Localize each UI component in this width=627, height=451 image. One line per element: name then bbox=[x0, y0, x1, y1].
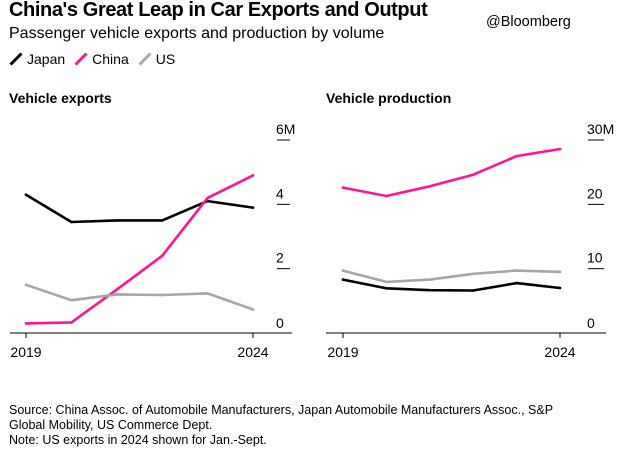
exports-point-china-2020 bbox=[70, 321, 73, 324]
exports-point-us-2024 bbox=[251, 308, 255, 311]
production-line-japan bbox=[341, 278, 562, 292]
production-xtick-label-0: 2019 bbox=[327, 344, 358, 360]
source-line-1: Source: China Assoc. of Automobile Manuf… bbox=[9, 403, 554, 417]
production-point-china-2023 bbox=[515, 154, 518, 158]
production-point-us-2021 bbox=[428, 278, 432, 281]
exports-point-japan-2021 bbox=[115, 219, 119, 222]
production-point-us-2020 bbox=[385, 280, 388, 284]
exports-point-china-2022 bbox=[160, 254, 164, 258]
exports-ytick-label-2: 4 bbox=[276, 185, 284, 201]
legend-item-japan: Japan bbox=[9, 51, 65, 67]
legend-label-us: US bbox=[155, 51, 176, 67]
exports-point-china-2019 bbox=[24, 322, 28, 325]
exports-point-us-2023 bbox=[206, 292, 209, 295]
production-point-japan-2023 bbox=[515, 281, 518, 285]
exports-line-us bbox=[24, 283, 255, 311]
legend-swatch-china bbox=[74, 52, 88, 66]
production-point-us-2019 bbox=[341, 269, 345, 272]
legend-swatch-japan bbox=[9, 52, 23, 66]
exports-point-japan-2024 bbox=[251, 206, 255, 209]
production-line-us bbox=[341, 269, 562, 284]
production-ytick-label-1: 10 bbox=[587, 250, 603, 266]
production-point-china-2022 bbox=[471, 173, 475, 176]
exports-point-japan-2020 bbox=[70, 220, 73, 224]
exports-ytick-label-1: 2 bbox=[276, 250, 284, 266]
production-point-japan-2021 bbox=[428, 288, 432, 292]
exports-point-japan-2022 bbox=[160, 219, 164, 222]
exports-point-us-2022 bbox=[160, 293, 164, 297]
exports-point-japan-2019 bbox=[24, 193, 28, 196]
footer: Source: China Assoc. of Automobile Manuf… bbox=[9, 403, 621, 448]
exports-point-china-2024 bbox=[251, 174, 255, 177]
production-point-china-2021 bbox=[428, 185, 432, 188]
exports-line-china bbox=[24, 174, 255, 325]
production-line-china bbox=[341, 147, 562, 198]
exports-point-us-2021 bbox=[115, 293, 119, 296]
legend: Japan China US bbox=[9, 50, 184, 68]
legend-label-china: China bbox=[92, 51, 129, 67]
exports-point-china-2021 bbox=[115, 288, 119, 291]
note-line: Note: US exports in 2024 shown for Jan.-… bbox=[9, 433, 267, 447]
source-line-2: Global Mobility, US Commerce Dept. bbox=[9, 418, 213, 432]
legend-line-japan bbox=[9, 52, 23, 66]
production-ytick-label-2: 20 bbox=[587, 185, 603, 201]
exports-point-us-2019 bbox=[24, 283, 28, 287]
production-point-us-2023 bbox=[515, 269, 518, 272]
production-ytick-label-3: 30M bbox=[587, 121, 614, 137]
exports-line-japan bbox=[24, 193, 255, 224]
exports-point-us-2020 bbox=[70, 298, 73, 302]
production-point-japan-2022 bbox=[471, 289, 475, 292]
legend-label-japan: Japan bbox=[27, 51, 66, 67]
production-point-us-2022 bbox=[471, 272, 475, 276]
production-point-china-2024 bbox=[558, 147, 562, 151]
production-point-us-2024 bbox=[558, 270, 562, 274]
legend-line-us bbox=[138, 52, 152, 66]
legend-line-china bbox=[74, 52, 88, 66]
production-ytick-label-0: 0 bbox=[587, 315, 595, 331]
legend-item-china: China bbox=[74, 51, 129, 67]
legend-item-us: US bbox=[138, 51, 175, 67]
production-point-japan-2020 bbox=[385, 287, 388, 290]
legend-swatch-us bbox=[138, 52, 152, 66]
production-xtick-label-1: 2024 bbox=[544, 344, 575, 360]
production-point-china-2019 bbox=[341, 186, 345, 189]
exports-point-china-2023 bbox=[206, 196, 209, 200]
production-point-china-2020 bbox=[385, 194, 388, 198]
exports-xtick-label-0: 2019 bbox=[10, 344, 41, 360]
exports-ytick-label-0: 0 bbox=[276, 315, 284, 331]
exports-ytick-label-3: 6M bbox=[276, 121, 295, 137]
production-point-japan-2024 bbox=[558, 286, 562, 290]
chart-title: China's Great Leap in Car Exports and Ou… bbox=[9, 0, 428, 21]
chart-subtitle: Passenger vehicle exports and production… bbox=[9, 25, 385, 42]
production-panel-title: Vehicle production bbox=[326, 90, 452, 106]
credit-label: @Bloomberg bbox=[486, 14, 571, 30]
exports-panel-title: Vehicle exports bbox=[9, 90, 112, 106]
production-point-japan-2019 bbox=[341, 278, 345, 281]
exports-xtick-label-1: 2024 bbox=[237, 344, 268, 360]
